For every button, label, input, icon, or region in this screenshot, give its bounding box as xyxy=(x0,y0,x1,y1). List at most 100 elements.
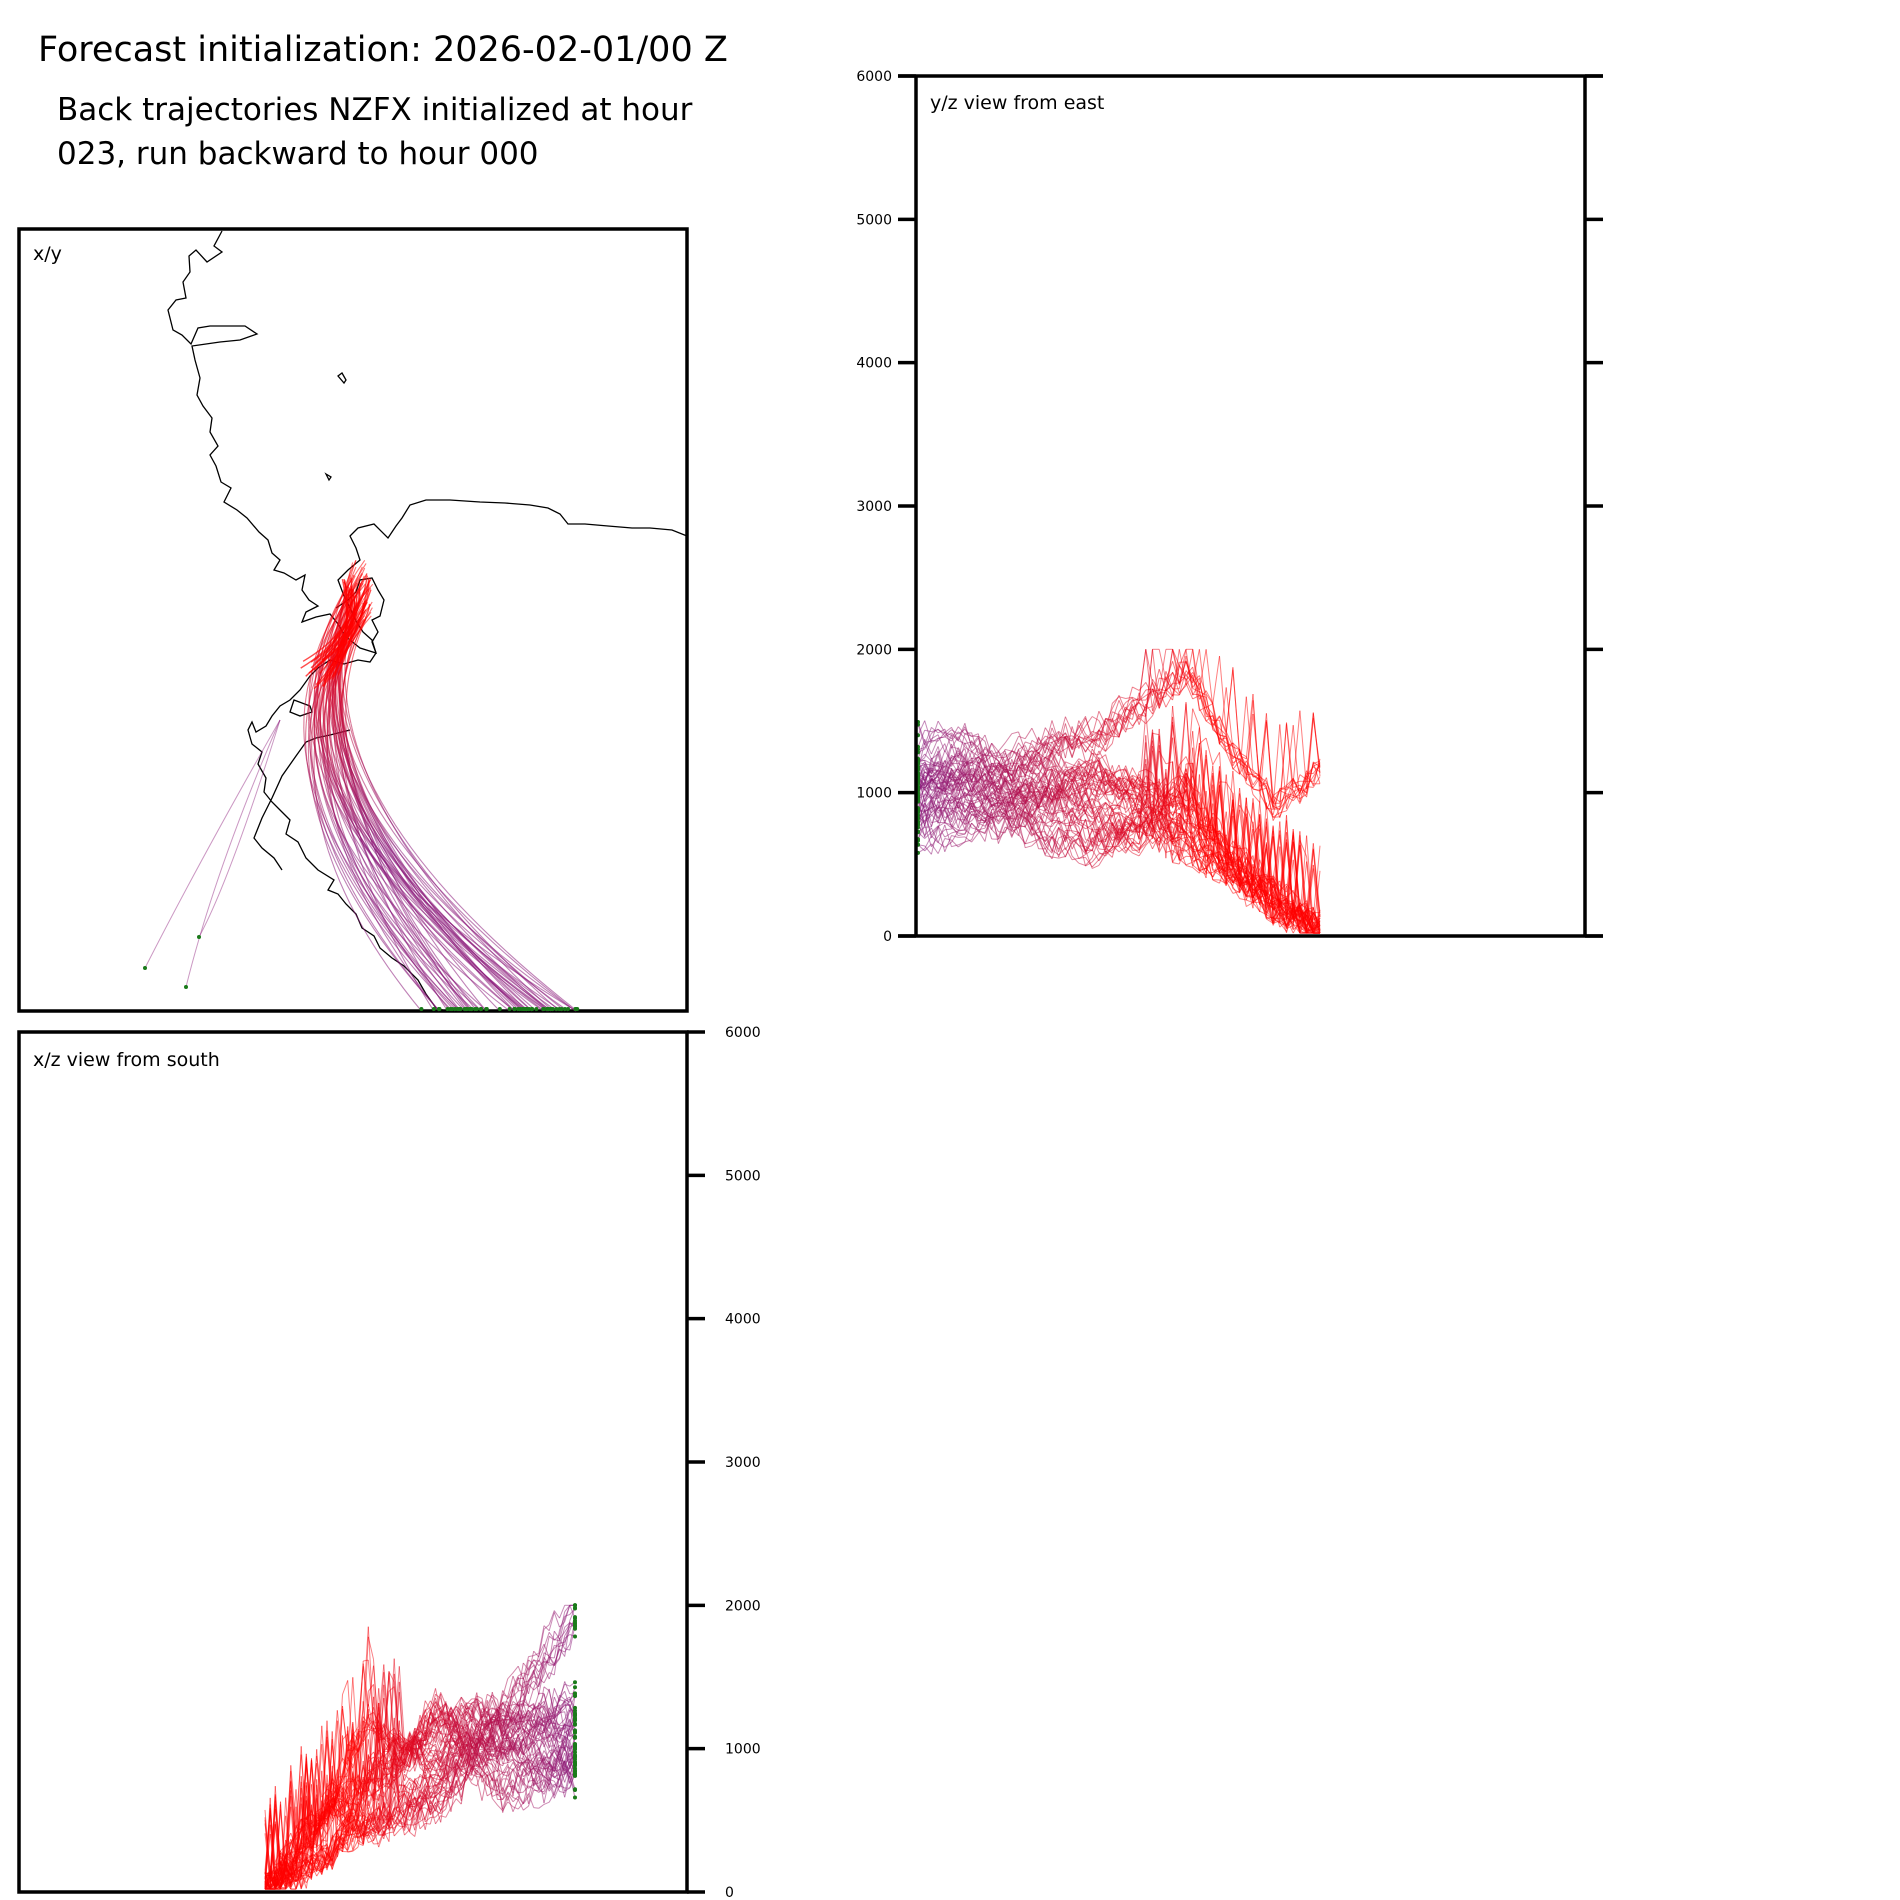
trajectory-segment xyxy=(322,709,324,721)
trajectory-segment xyxy=(309,747,312,759)
trajectory-segment xyxy=(1018,735,1026,740)
trajectory-segment xyxy=(362,573,368,584)
trajectory-segment xyxy=(439,899,452,911)
trajectory-segment xyxy=(319,803,324,814)
trajectory-segment xyxy=(1111,818,1120,831)
trajectory-segment xyxy=(355,878,362,891)
trajectory-segment xyxy=(374,870,380,882)
trajectory-segment xyxy=(394,886,406,899)
trajectory-segment xyxy=(411,890,422,902)
trajectory-segment xyxy=(428,878,439,891)
trajectory-segment xyxy=(964,839,972,843)
trajectory-segment xyxy=(316,793,321,804)
trajectory-segment xyxy=(346,574,351,586)
trajectory-segment xyxy=(354,813,362,826)
trajectory-segment xyxy=(322,813,327,825)
trajectory-segment xyxy=(369,903,379,916)
trajectory-segment xyxy=(330,719,334,732)
trajectory-endpoint xyxy=(554,1007,559,1011)
trajectory-segment xyxy=(405,894,418,907)
trajectory-segment xyxy=(397,859,408,871)
trajectory-endpoint xyxy=(184,985,188,989)
trajectory-segment xyxy=(382,916,392,929)
trajectory-segment xyxy=(402,908,409,920)
trajectory-endpoint xyxy=(445,1007,450,1011)
trajectory-segment xyxy=(991,750,999,771)
trajectory-segment xyxy=(327,707,329,718)
trajectory-segment xyxy=(356,744,361,756)
trajectory-segment xyxy=(471,928,484,942)
trajectory-segment xyxy=(466,925,479,939)
trajectory-segment xyxy=(320,738,324,751)
trajectory-stray xyxy=(144,719,281,969)
coastline-segment xyxy=(247,652,447,1012)
trajectory-segment xyxy=(458,904,471,917)
trajectory-start-cluster xyxy=(323,603,371,682)
trajectory-segment xyxy=(473,928,486,941)
trajectory-segment xyxy=(347,676,350,685)
trajectory-segment xyxy=(327,685,329,698)
trajectory-segment xyxy=(424,919,436,932)
trajectory-segment xyxy=(930,826,939,855)
trajectory-segment xyxy=(412,879,422,891)
trajectory-segment xyxy=(1085,825,1093,831)
trajectory-segment xyxy=(381,940,391,953)
trajectory-segment xyxy=(331,618,337,631)
trajectory-segment xyxy=(407,877,419,889)
trajectory-segment xyxy=(351,833,358,845)
trajectory-segment xyxy=(382,897,390,909)
trajectory-segment xyxy=(501,976,516,989)
trajectory-segment xyxy=(348,765,352,777)
trajectory-segment xyxy=(373,928,383,941)
trajectory-segment xyxy=(315,685,318,697)
trajectory-segment xyxy=(360,784,366,797)
trajectory-segment xyxy=(354,843,359,855)
trajectory-segment xyxy=(360,875,370,888)
trajectory-segment xyxy=(309,727,312,738)
trajectory-segment xyxy=(327,623,334,635)
trajectory-segment xyxy=(357,770,364,781)
trajectory-start-cluster xyxy=(322,578,349,688)
trajectory-segment xyxy=(337,806,343,818)
trajectory-segment xyxy=(353,820,359,831)
trajectory-segment xyxy=(354,871,362,884)
trajectory-segment xyxy=(499,966,515,979)
trajectory-endpoint xyxy=(469,1007,474,1011)
trajectory-segment xyxy=(443,920,454,932)
trajectory-segment xyxy=(365,913,375,927)
trajectory-segment xyxy=(337,738,342,750)
trajectory-segment xyxy=(318,819,324,831)
trajectory-segment xyxy=(409,862,420,874)
trajectory-segment xyxy=(326,806,332,818)
trajectory-segment xyxy=(410,847,420,860)
trajectory-segment xyxy=(526,988,542,1001)
trajectory-segment xyxy=(349,642,354,652)
trajectory-segment xyxy=(1091,853,1100,863)
trajectory-segment xyxy=(343,857,352,869)
trajectory-segment xyxy=(376,827,384,839)
trajectory-endpoint xyxy=(437,1007,442,1011)
trajectory-segment xyxy=(396,897,403,909)
trajectory-segment xyxy=(1045,855,1053,858)
trajectory-segment xyxy=(491,941,506,954)
trajectory-segment xyxy=(417,863,428,876)
trajectory-segment xyxy=(346,879,354,892)
trajectory-segment xyxy=(378,919,388,931)
trajectory-segment xyxy=(1125,838,1133,840)
trajectory-segment xyxy=(359,757,366,770)
trajectory-start-cluster xyxy=(321,588,356,661)
trajectory-segment xyxy=(991,751,999,756)
trajectory-segment xyxy=(409,865,420,878)
trajectory-segment xyxy=(323,774,329,786)
trajectory-segment xyxy=(401,838,410,851)
trajectory-segment xyxy=(348,853,356,865)
trajectory-segment xyxy=(341,689,344,700)
trajectory-segment xyxy=(308,713,311,724)
trajectory-segment xyxy=(398,865,409,878)
trajectory-segment xyxy=(1078,716,1086,729)
trajectory-segment xyxy=(346,756,351,768)
trajectory-segment xyxy=(356,798,364,811)
trajectory-segment xyxy=(364,796,371,808)
trajectory-segment xyxy=(517,988,533,1001)
